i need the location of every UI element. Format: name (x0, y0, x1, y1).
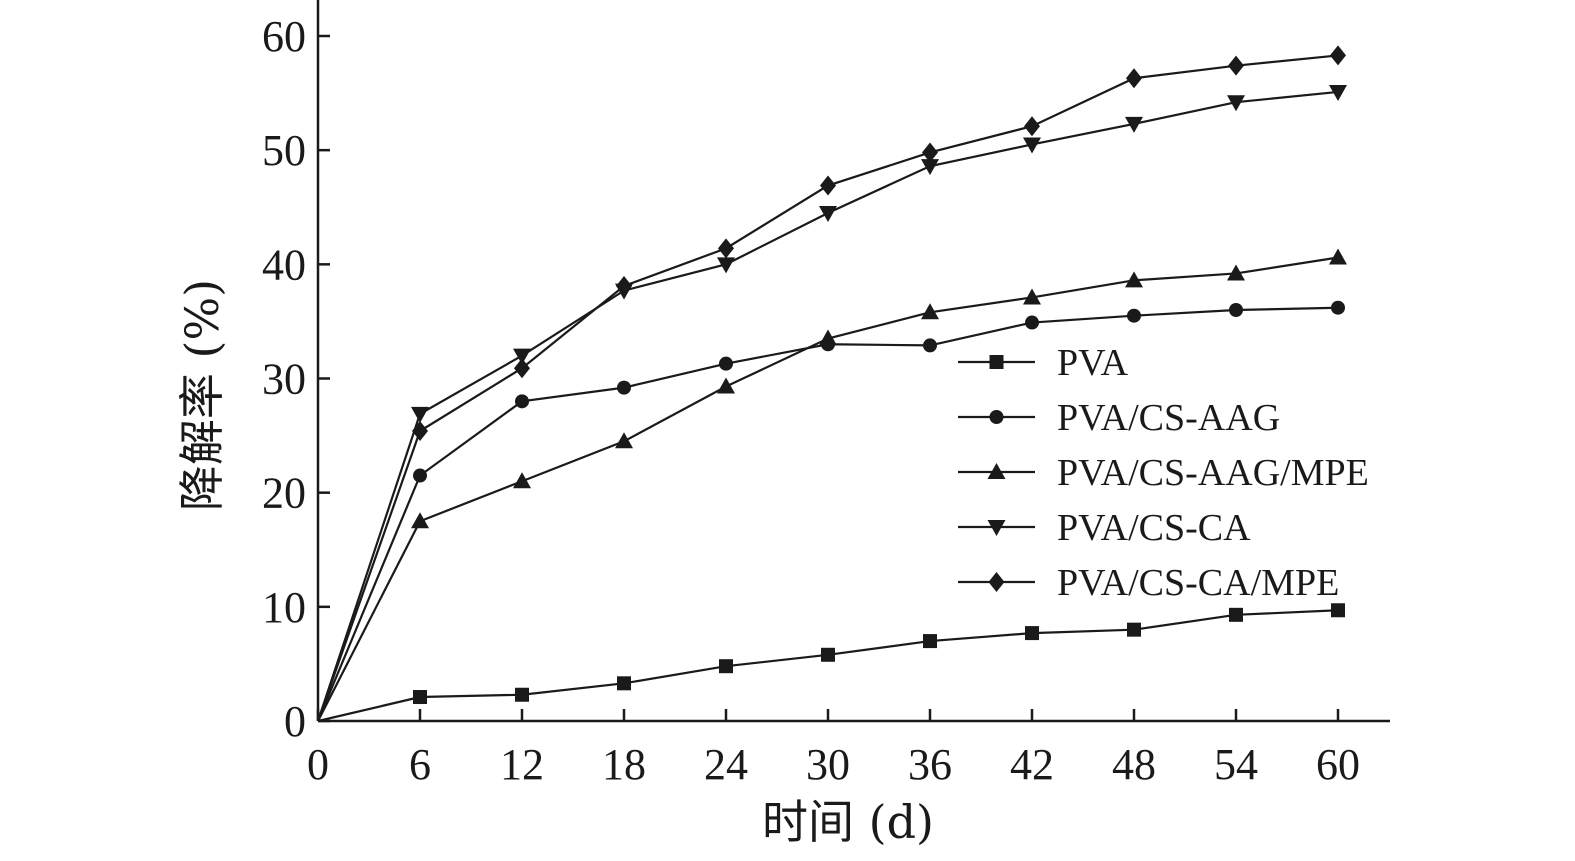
data-point (1126, 68, 1142, 89)
legend-marker (988, 572, 1005, 592)
data-point (1025, 315, 1039, 330)
legend-entry: PVA/CS-AAG/MPE (958, 452, 1369, 494)
data-point (617, 380, 631, 395)
data-point (1329, 248, 1347, 265)
data-point (717, 257, 735, 274)
data-point (923, 634, 937, 649)
data-point (615, 432, 633, 449)
legend-marker (987, 463, 1006, 479)
series-0 (317, 603, 1345, 723)
data-point (514, 358, 530, 379)
x-tick-label: 60 (1316, 740, 1360, 789)
data-point (413, 690, 427, 705)
y-tick-label: 60 (262, 12, 306, 61)
data-point (413, 468, 427, 483)
x-tick-label: 12 (500, 740, 544, 789)
x-tick-label: 18 (602, 740, 646, 789)
data-point (1025, 626, 1039, 641)
legend-label: PVA/CS-AAG (1057, 397, 1280, 439)
legend-label: PVA/CS-CA/MPE (1057, 562, 1339, 604)
data-point (513, 348, 531, 365)
y-tick-label: 20 (262, 469, 306, 518)
data-point (1125, 116, 1143, 133)
data-point (515, 394, 529, 409)
y-tick-label: 40 (262, 240, 306, 289)
data-point (922, 142, 938, 163)
y-axis-title: 降解率 (%) (175, 279, 229, 511)
x-tick-label: 30 (806, 740, 850, 789)
data-point (717, 377, 735, 394)
legend-entry: PVA (958, 342, 1129, 384)
data-point (923, 338, 937, 353)
data-point (719, 356, 733, 371)
data-point (819, 329, 837, 346)
x-axis-title: 时间 (d) (762, 795, 934, 849)
series-layer (316, 45, 1347, 723)
data-point (515, 687, 529, 702)
x-tick-label: 54 (1214, 740, 1258, 789)
data-point (1127, 308, 1141, 323)
legend-marker (987, 520, 1006, 536)
series-4 (316, 45, 1346, 722)
data-point (819, 205, 837, 222)
data-point (1229, 607, 1243, 622)
x-tick-label: 36 (908, 740, 952, 789)
y-tick-label: 0 (284, 697, 306, 746)
data-point (513, 472, 531, 489)
x-tick-label: 0 (307, 740, 329, 789)
data-point (1331, 300, 1345, 315)
data-point (412, 421, 428, 442)
data-point (1229, 303, 1243, 317)
data-point (411, 512, 429, 529)
data-point (1227, 95, 1245, 112)
data-point (921, 303, 939, 320)
series-line (317, 609, 1339, 723)
legend-label: PVA (1057, 342, 1129, 384)
data-point (1227, 264, 1245, 281)
data-point (921, 159, 939, 176)
data-point (718, 238, 734, 259)
data-point (617, 676, 631, 691)
x-tick-label: 42 (1010, 740, 1054, 789)
data-point (1024, 116, 1040, 137)
data-point (1228, 55, 1244, 76)
data-point (821, 647, 835, 662)
legend-marker (989, 410, 1004, 424)
data-point (1330, 45, 1346, 66)
data-point (616, 276, 632, 297)
legend-marker (989, 355, 1004, 369)
x-tick-label: 6 (409, 740, 431, 789)
x-tick-label: 24 (704, 740, 748, 789)
series-2 (317, 248, 1347, 722)
data-point (820, 175, 836, 196)
data-point (1023, 137, 1041, 154)
legend: PVA PVA/CS-AAG PVA/CS-AAG/MPE PVA/CS-CA PVA/… (958, 342, 1369, 604)
data-point (411, 406, 429, 423)
legend-entry: PVA/CS-AAG (958, 397, 1280, 439)
data-point (1023, 288, 1041, 305)
y-tick-label: 30 (262, 355, 306, 404)
data-point (1125, 271, 1143, 288)
data-point (719, 659, 733, 674)
data-point (1127, 622, 1141, 637)
data-point (1329, 84, 1347, 101)
y-tick-label: 50 (262, 126, 306, 175)
data-point (1331, 603, 1345, 618)
legend-label: PVA/CS-AAG/MPE (1057, 452, 1369, 494)
legend-entry: PVA/CS-CA/MPE (958, 562, 1339, 604)
axes: 0 10 20 30 40 50 60 0 6 12 18 24 30 36 42 48 54 60 (262, 0, 1390, 789)
x-tick-label: 48 (1112, 740, 1156, 789)
legend-label: PVA/CS-CA (1057, 507, 1251, 549)
legend-entry: PVA/CS-CA (958, 507, 1251, 549)
y-tick-label: 10 (262, 583, 306, 632)
